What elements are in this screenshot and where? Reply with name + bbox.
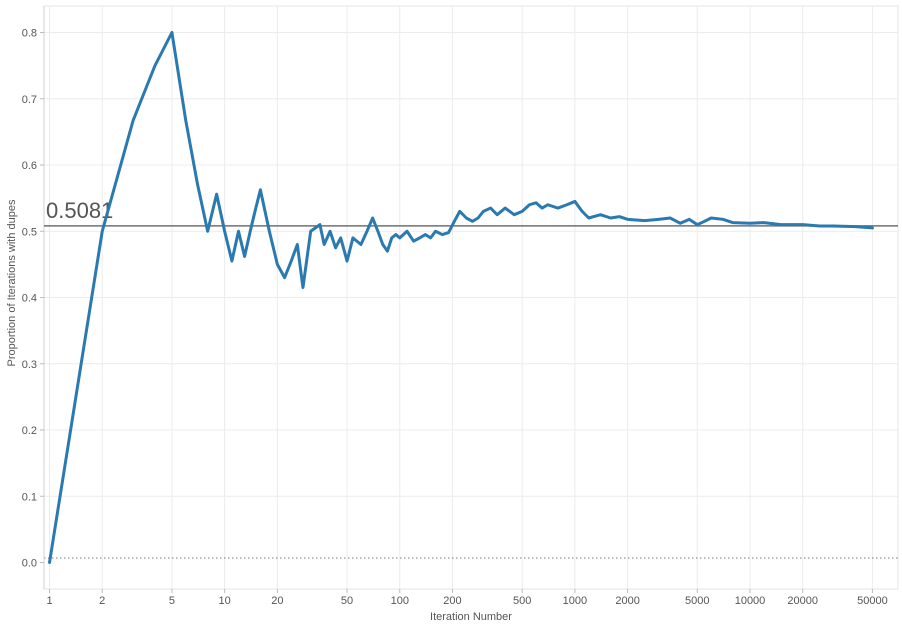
x-tick-label: 50 [341,595,353,607]
reference-line-label: 0.5081 [46,198,113,223]
y-tick-label: 0.0 [22,558,37,570]
x-tick-label: 5000 [685,595,709,607]
x-tick-label: 10000 [735,595,766,607]
y-axis-ticks: 0.0 0.1 0.2 0.3 0.4 0.5 0.6 0.7 0.8 [22,28,44,570]
x-tick-label: 100 [391,595,409,607]
y-tick-label: 0.3 [22,359,37,371]
x-axis-title: Iteration Number [430,611,512,623]
y-tick-label: 0.7 [22,94,37,106]
y-axis-title: Proportion of Iterations with dupes [6,199,18,366]
x-tick-label: 1 [46,595,52,607]
y-tick-label: 0.8 [22,28,37,40]
horizontal-gridlines [44,32,898,497]
y-tick-label: 0.4 [22,293,37,305]
x-axis-ticks: 1 2 5 10 20 50 100 200 500 1000 2000 5000 10000 20000… [46,589,888,607]
series-line [48,31,874,564]
x-tick-label: 2 [99,595,105,607]
x-tick-label: 10 [219,595,231,607]
y-tick-label: 0.1 [22,491,37,503]
x-tick-label: 5 [169,595,175,607]
x-tick-label: 500 [513,595,531,607]
x-tick-label: 1000 [563,595,587,607]
x-tick-label: 20 [271,595,283,607]
x-tick-label: 200 [443,595,461,607]
y-tick-label: 0.6 [22,160,37,172]
x-tick-label: 20000 [787,595,818,607]
y-tick-label: 0.5 [22,226,37,238]
x-tick-label: 50000 [857,595,888,607]
x-tick-label: 2000 [615,595,639,607]
y-tick-label: 0.2 [22,425,37,437]
